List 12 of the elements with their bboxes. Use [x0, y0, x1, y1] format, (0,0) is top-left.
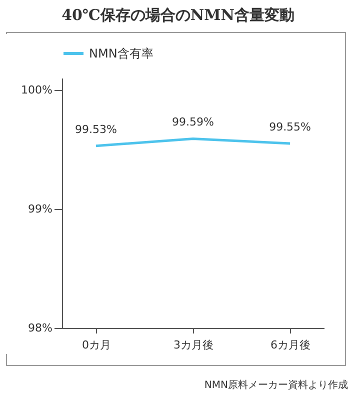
y-tick-label: 100% — [21, 83, 52, 96]
y-tick-label: 99% — [28, 202, 52, 216]
data-label: 99.53% — [74, 122, 117, 136]
text: NMN原料メーカー資料より作成 — [204, 378, 348, 392]
data-label: 99.55% — [269, 120, 312, 134]
x-tick-label: 3カ月後 — [174, 338, 214, 352]
y-tick-label: 98% — [28, 322, 52, 334]
x-tick-label: 6カ月後 — [270, 338, 311, 352]
legend-label: NMN含有率 — [89, 46, 154, 60]
chart-title: 40℃保存の場合のNMN含量変動 — [60, 6, 296, 26]
data-label: 99.59% — [172, 116, 214, 129]
x-tick-label: 0カ月 — [82, 338, 111, 352]
